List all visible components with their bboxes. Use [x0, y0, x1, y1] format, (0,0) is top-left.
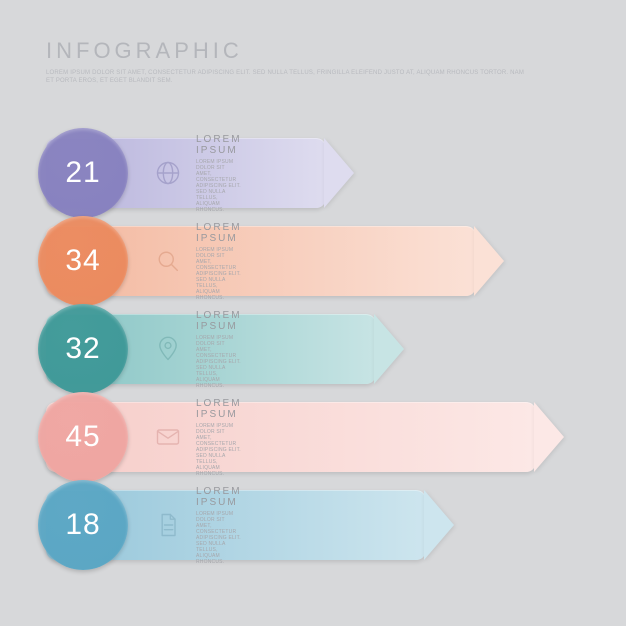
bar-arrow-head — [374, 314, 404, 384]
number-badge: 34 — [38, 216, 128, 306]
page-title: INFOGRAPHIC — [46, 38, 526, 64]
bar-label: LOREM IPSUM — [196, 134, 242, 156]
bar-text: LOREM IPSUM LOREM IPSUM DOLOR SIT AMET, C… — [196, 134, 242, 213]
bar-arrow-head — [534, 402, 564, 472]
number-text: 34 — [65, 244, 100, 278]
number-badge: 18 — [38, 480, 128, 570]
bar-description: LOREM IPSUM DOLOR SIT AMET, CONSECTETUR … — [196, 423, 242, 477]
bar-arrow-head — [324, 138, 354, 208]
header: INFOGRAPHIC LOREM IPSUM DOLOR SIT AMET, … — [46, 38, 526, 85]
search-icon — [154, 247, 182, 275]
bar-description: LOREM IPSUM DOLOR SIT AMET, CONSECTETUR … — [196, 511, 242, 565]
bar-text: LOREM IPSUM LOREM IPSUM DOLOR SIT AMET, C… — [196, 486, 242, 565]
bar-content: LOREM IPSUMLOREM IPSUM DOLOR SIT AMET, C… — [154, 490, 242, 560]
bar-label: LOREM IPSUM — [196, 398, 242, 420]
bar-content: LOREM IPSUMLOREM IPSUM DOLOR SIT AMET, C… — [154, 402, 242, 472]
bar-content: LOREM IPSUMLOREM IPSUM DOLOR SIT AMET, C… — [154, 138, 242, 208]
bar-content: LOREM IPSUMLOREM IPSUM DOLOR SIT AMET, C… — [154, 314, 242, 384]
bar-description: LOREM IPSUM DOLOR SIT AMET, CONSECTETUR … — [196, 159, 242, 213]
globe-icon — [154, 159, 182, 187]
doc-icon — [154, 511, 182, 539]
number-text: 32 — [65, 332, 100, 366]
bar-content: LOREM IPSUMLOREM IPSUM DOLOR SIT AMET, C… — [154, 226, 242, 296]
bar-text: LOREM IPSUM LOREM IPSUM DOLOR SIT AMET, C… — [196, 398, 242, 477]
number-text: 21 — [65, 156, 100, 190]
bar-label: LOREM IPSUM — [196, 222, 242, 244]
bar-description: LOREM IPSUM DOLOR SIT AMET, CONSECTETUR … — [196, 247, 242, 301]
number-text: 45 — [65, 420, 100, 454]
bar-label: LOREM IPSUM — [196, 486, 242, 508]
bar-arrow-head — [424, 490, 454, 560]
number-text: 18 — [65, 508, 100, 542]
bar-label: LOREM IPSUM — [196, 310, 242, 332]
page-subtitle: LOREM IPSUM DOLOR SIT AMET, CONSECTETUR … — [46, 70, 526, 85]
number-badge: 21 — [38, 128, 128, 218]
bar-arrow-head — [474, 226, 504, 296]
pin-icon — [154, 335, 182, 363]
mail-icon — [154, 423, 182, 451]
number-badge: 45 — [38, 392, 128, 482]
bar-text: LOREM IPSUM LOREM IPSUM DOLOR SIT AMET, C… — [196, 310, 242, 389]
bar-text: LOREM IPSUM LOREM IPSUM DOLOR SIT AMET, C… — [196, 222, 242, 301]
bar-description: LOREM IPSUM DOLOR SIT AMET, CONSECTETUR … — [196, 335, 242, 389]
number-badge: 32 — [38, 304, 128, 394]
